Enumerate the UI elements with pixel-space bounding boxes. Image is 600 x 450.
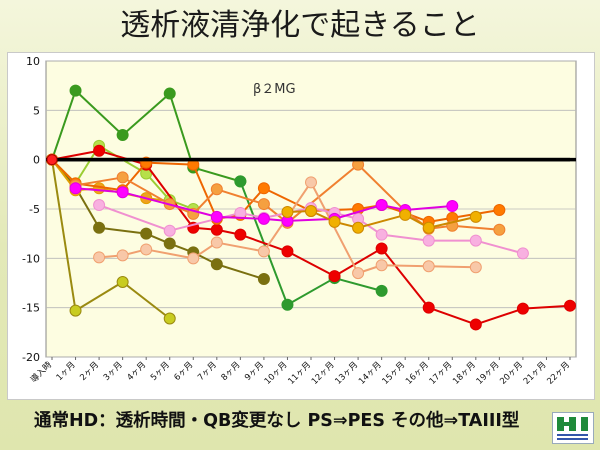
y-tick-label: -20 [22, 351, 40, 364]
data-point [116, 249, 129, 262]
series-line-3 [51, 159, 171, 320]
data-point [257, 198, 270, 211]
data-point [234, 175, 247, 188]
footer-note: 通常HD：透析時間・QB変更なし PS⇒PES その他⇒TAIII型 [34, 411, 520, 431]
y-tick-label: -5 [29, 203, 40, 216]
data-point [163, 312, 176, 325]
data-point [281, 205, 294, 218]
data-point [116, 276, 129, 289]
y-tick-label: -15 [22, 302, 40, 315]
data-point [140, 243, 153, 256]
data-point [93, 251, 106, 264]
x-tick-label: 7ヶ月 [196, 360, 219, 383]
data-point [257, 182, 270, 195]
data-point [93, 199, 106, 212]
x-tick-label: 15ヶ月 [381, 360, 408, 387]
data-point [93, 221, 106, 234]
series-line-1 [51, 89, 241, 183]
data-point [257, 273, 270, 286]
data-point [163, 224, 176, 237]
data-point [375, 284, 388, 297]
x-tick-label: 2ヶ月 [78, 360, 101, 383]
data-point [469, 234, 482, 247]
x-tick-label: 8ヶ月 [220, 360, 243, 383]
chart-annotation: β２MG [253, 82, 296, 97]
data-point [375, 259, 388, 272]
y-tick-label: 10 [26, 55, 40, 68]
x-tick-label: 4ヶ月 [125, 360, 148, 383]
data-point [281, 298, 294, 311]
data-point [187, 252, 200, 265]
y-tick-label: 0 [33, 154, 40, 167]
data-point [116, 129, 129, 141]
logo [552, 412, 594, 444]
data-point [210, 236, 223, 249]
x-tick-label: 22ヶ月 [545, 360, 572, 387]
data-point [93, 144, 106, 157]
data-point [328, 270, 341, 283]
y-tick-label: -10 [22, 252, 40, 265]
data-point [516, 302, 529, 315]
data-point [469, 261, 482, 274]
x-tick-label: 18ヶ月 [451, 360, 478, 387]
data-point [305, 204, 317, 217]
data-point [140, 227, 153, 240]
data-point [69, 304, 82, 317]
data-point [375, 199, 388, 212]
x-tick-label: 21ヶ月 [522, 360, 549, 387]
data-point [116, 171, 129, 184]
data-point [516, 247, 529, 260]
origin-point [46, 154, 58, 166]
x-tick-label: 17ヶ月 [428, 360, 455, 387]
data-point [469, 210, 482, 223]
data-point [116, 186, 129, 199]
x-tick-label: 11ヶ月 [286, 360, 313, 387]
x-tick-label: 10ヶ月 [263, 360, 290, 387]
data-point [210, 258, 223, 271]
x-tick-label: 3ヶ月 [102, 360, 125, 383]
x-tick-label: 1ヶ月 [55, 360, 78, 383]
data-point [375, 228, 388, 241]
data-point [399, 208, 412, 221]
chart-frame: 10 5 0 -5 -10 -15 -20 導入時 1ヶ月 2ヶ月 3ヶ月 4ヶ月 5ヶ月 6ヶ月 7ヶ月 8… [7, 52, 595, 400]
data-point [163, 87, 176, 100]
data-point [210, 210, 223, 223]
data-point [469, 318, 482, 331]
x-tick-label: 14ヶ月 [357, 360, 384, 387]
data-point [352, 267, 365, 280]
x-tick-label: 13ヶ月 [333, 360, 360, 387]
data-point [422, 260, 435, 273]
data-point [446, 200, 459, 213]
data-point [422, 221, 435, 234]
data-point [210, 223, 223, 236]
x-tick-label: 20ヶ月 [498, 360, 525, 387]
x-tick-label: 16ヶ月 [404, 360, 431, 387]
data-point [69, 84, 82, 97]
data-point [422, 301, 435, 314]
x-tick-label: 5ヶ月 [149, 360, 172, 383]
data-point [375, 242, 388, 255]
data-point [257, 245, 270, 258]
x-tick-label: 19ヶ月 [475, 360, 502, 387]
data-point [422, 234, 435, 247]
data-point [352, 221, 365, 234]
x-tick-label: 12ヶ月 [310, 360, 337, 387]
data-point [281, 245, 294, 258]
logo-mark-icon [557, 417, 588, 440]
data-point [69, 182, 82, 195]
data-point [305, 176, 317, 189]
slide-title: 透析液清浄化で起きること [120, 8, 480, 43]
data-point [493, 223, 506, 236]
data-point [257, 212, 270, 225]
data-point [328, 215, 341, 228]
data-point [564, 299, 576, 312]
x-tick-label: 6ヶ月 [172, 360, 195, 383]
data-point [234, 228, 247, 241]
data-point [163, 237, 176, 250]
data-point [210, 183, 223, 196]
data-point [493, 203, 506, 216]
y-tick-label: 5 [33, 104, 40, 117]
